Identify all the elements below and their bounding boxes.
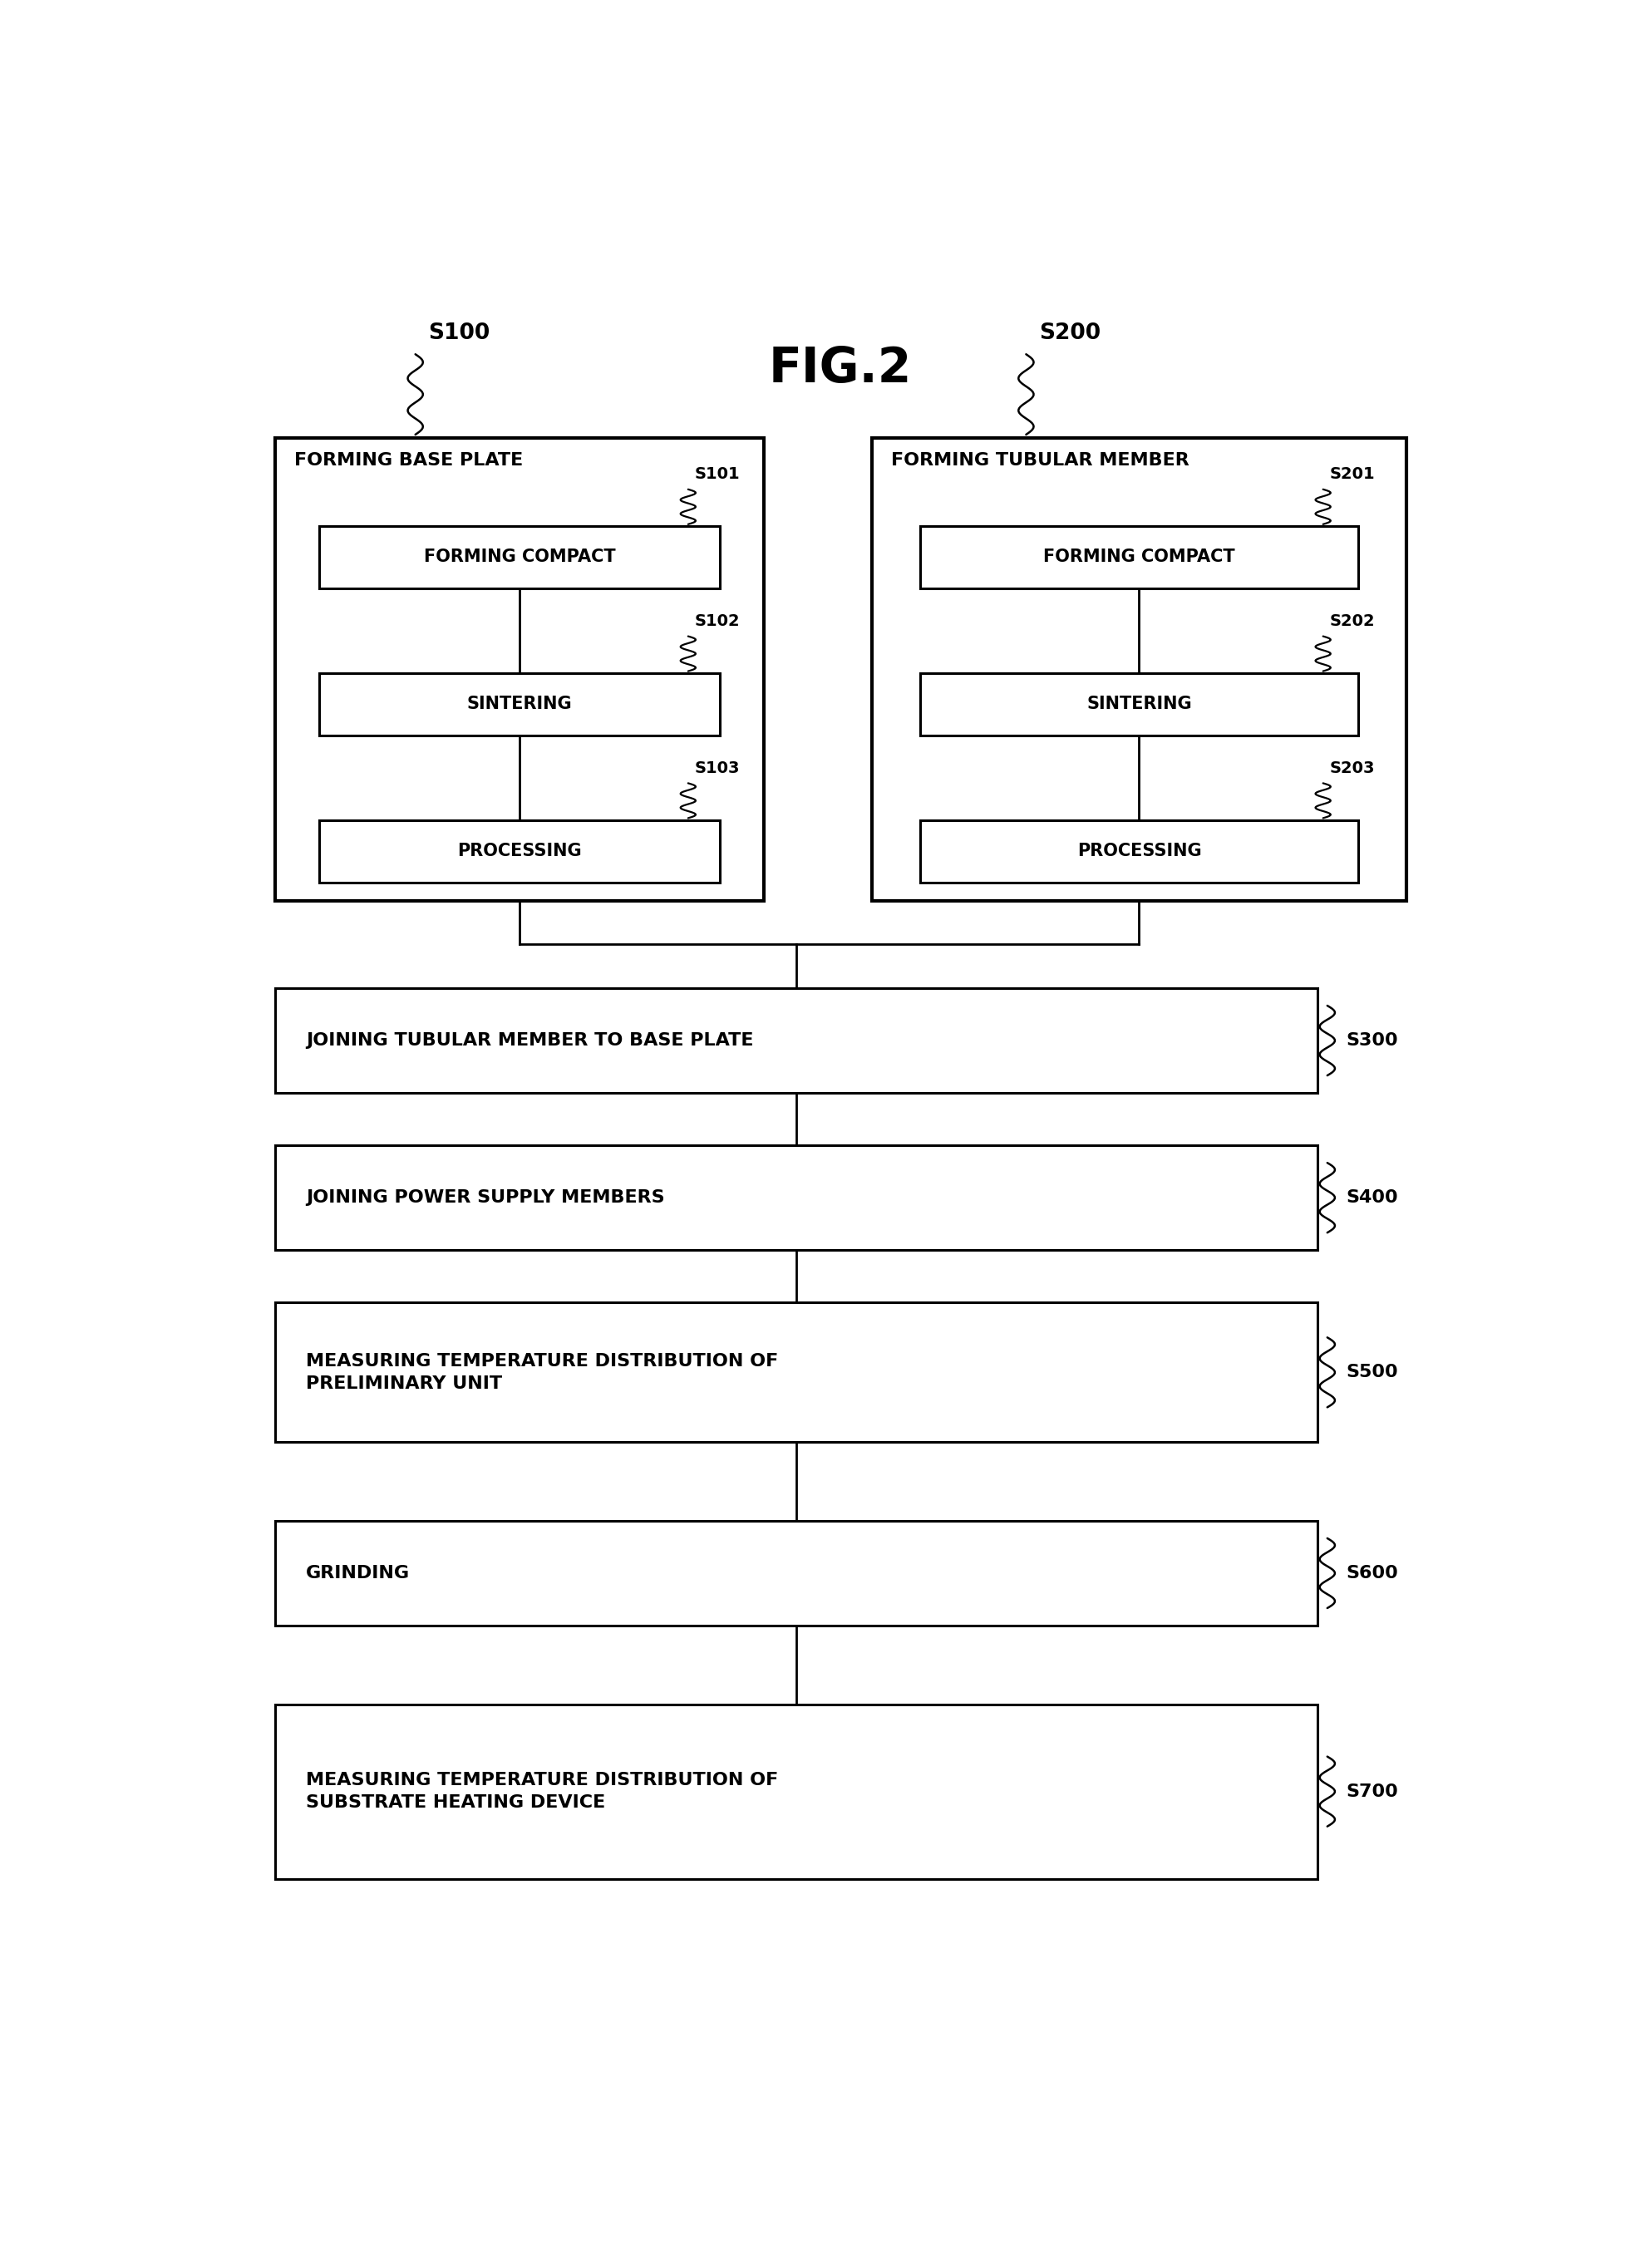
Text: FIG.2: FIG.2 — [769, 345, 912, 392]
Text: S600: S600 — [1346, 1565, 1399, 1581]
FancyBboxPatch shape — [276, 1145, 1317, 1250]
FancyBboxPatch shape — [872, 438, 1405, 900]
Text: S200: S200 — [1038, 322, 1100, 345]
Text: MEASURING TEMPERATURE DISTRIBUTION OF
SUBSTRATE HEATING DEVICE: MEASURING TEMPERATURE DISTRIBUTION OF SU… — [307, 1771, 779, 1810]
Text: FORMING TUBULAR MEMBER: FORMING TUBULAR MEMBER — [892, 451, 1189, 469]
FancyBboxPatch shape — [276, 989, 1317, 1093]
Text: S500: S500 — [1346, 1363, 1399, 1381]
FancyBboxPatch shape — [318, 819, 720, 882]
Text: SINTERING: SINTERING — [1087, 696, 1192, 712]
FancyBboxPatch shape — [920, 526, 1358, 587]
Text: S300: S300 — [1346, 1032, 1399, 1048]
FancyBboxPatch shape — [318, 526, 720, 587]
FancyBboxPatch shape — [920, 674, 1358, 735]
Text: FORMING COMPACT: FORMING COMPACT — [1043, 549, 1235, 565]
Text: JOINING POWER SUPPLY MEMBERS: JOINING POWER SUPPLY MEMBERS — [307, 1188, 664, 1207]
Text: S202: S202 — [1330, 612, 1374, 628]
Text: MEASURING TEMPERATURE DISTRIBUTION OF
PRELIMINARY UNIT: MEASURING TEMPERATURE DISTRIBUTION OF PR… — [307, 1354, 779, 1393]
Text: GRINDING: GRINDING — [307, 1565, 410, 1581]
Text: S201: S201 — [1330, 467, 1374, 483]
Text: S100: S100 — [428, 322, 490, 345]
FancyBboxPatch shape — [276, 1703, 1317, 1878]
Text: S102: S102 — [694, 612, 740, 628]
Text: PROCESSING: PROCESSING — [1077, 844, 1202, 860]
Text: S203: S203 — [1330, 760, 1374, 776]
FancyBboxPatch shape — [318, 674, 720, 735]
FancyBboxPatch shape — [920, 819, 1358, 882]
FancyBboxPatch shape — [276, 1302, 1317, 1442]
Text: JOINING TUBULAR MEMBER TO BASE PLATE: JOINING TUBULAR MEMBER TO BASE PLATE — [307, 1032, 754, 1048]
Text: S400: S400 — [1346, 1188, 1399, 1207]
Text: PROCESSING: PROCESSING — [458, 844, 582, 860]
FancyBboxPatch shape — [276, 438, 764, 900]
Text: S101: S101 — [694, 467, 740, 483]
Text: FORMING BASE PLATE: FORMING BASE PLATE — [294, 451, 523, 469]
FancyBboxPatch shape — [276, 1522, 1317, 1626]
Text: S700: S700 — [1346, 1783, 1399, 1801]
Text: SINTERING: SINTERING — [467, 696, 572, 712]
Text: FORMING COMPACT: FORMING COMPACT — [423, 549, 615, 565]
Text: S103: S103 — [694, 760, 740, 776]
